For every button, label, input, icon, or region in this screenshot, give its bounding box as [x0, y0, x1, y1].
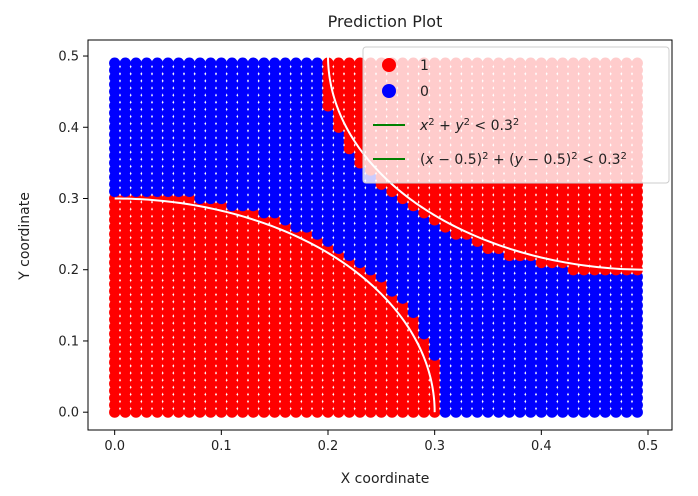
chart-title: Prediction Plot — [328, 12, 443, 31]
legend-marker — [382, 84, 396, 98]
boundary-circle-center-half — [327, 56, 649, 271]
legend: 1 0 x2 + y2 < 0.32 (x − 0.5)2 + (y − 0.5)2 … — [362, 46, 670, 184]
x-tick-label: 0.0 — [104, 439, 125, 454]
boundary-curves — [114, 56, 649, 413]
x-tick-label: 0.2 — [318, 439, 339, 454]
legend-label: 1 — [420, 58, 429, 74]
legend-box — [362, 46, 670, 184]
x-tick-label: 0.1 — [211, 439, 232, 454]
point-class-1 — [333, 57, 345, 69]
point-class-0 — [279, 57, 291, 69]
point-class-0 — [183, 57, 195, 69]
point-class-0 — [311, 57, 323, 69]
y-tick-label: 0.4 — [58, 121, 79, 136]
legend-label: (x − 0.5)2 + (y − 0.5)2 < 0.32 — [420, 151, 627, 169]
x-axis-label: X coordinate — [341, 471, 430, 487]
point-class-0 — [162, 57, 174, 69]
point-class-0 — [269, 57, 281, 69]
y-tick-label: 0.5 — [58, 50, 79, 65]
legend-marker — [382, 58, 396, 72]
x-tick-label: 0.3 — [424, 439, 445, 454]
y-axis-ticks: 0.0 0.1 0.2 0.3 0.4 0.5 — [58, 50, 88, 421]
point-class-0 — [226, 57, 238, 69]
point-class-0 — [109, 57, 121, 69]
y-tick-label: 0.3 — [58, 192, 79, 207]
point-class-0 — [258, 57, 270, 69]
point-class-0 — [130, 57, 142, 69]
y-axis-label: Y coordinate — [17, 192, 33, 281]
point-class-0 — [119, 57, 131, 69]
y-tick-label: 0.0 — [58, 406, 79, 421]
legend-label: 0 — [420, 84, 429, 100]
point-class-0 — [173, 57, 185, 69]
point-class-0 — [290, 57, 302, 69]
point-class-0 — [194, 57, 206, 69]
plot-frame — [87, 39, 673, 431]
point-class-0 — [247, 57, 259, 69]
point-class-0 — [301, 57, 313, 69]
x-tick-label: 0.4 — [531, 439, 552, 454]
point-class-0 — [151, 57, 163, 69]
y-tick-label: 0.2 — [58, 263, 79, 278]
point-class-0 — [141, 57, 153, 69]
x-tick-label: 0.5 — [638, 439, 659, 454]
point-class-1 — [343, 57, 355, 69]
point-class-0 — [205, 57, 217, 69]
x-axis-ticks: 0.0 0.1 0.2 0.3 0.4 0.5 — [104, 430, 658, 454]
point-class-0 — [237, 57, 249, 69]
point-class-0 — [215, 57, 227, 69]
y-tick-label: 0.1 — [58, 334, 79, 349]
boundary-circle-origin — [114, 197, 436, 413]
legend-label: x2 + y2 < 0.32 — [419, 117, 519, 135]
